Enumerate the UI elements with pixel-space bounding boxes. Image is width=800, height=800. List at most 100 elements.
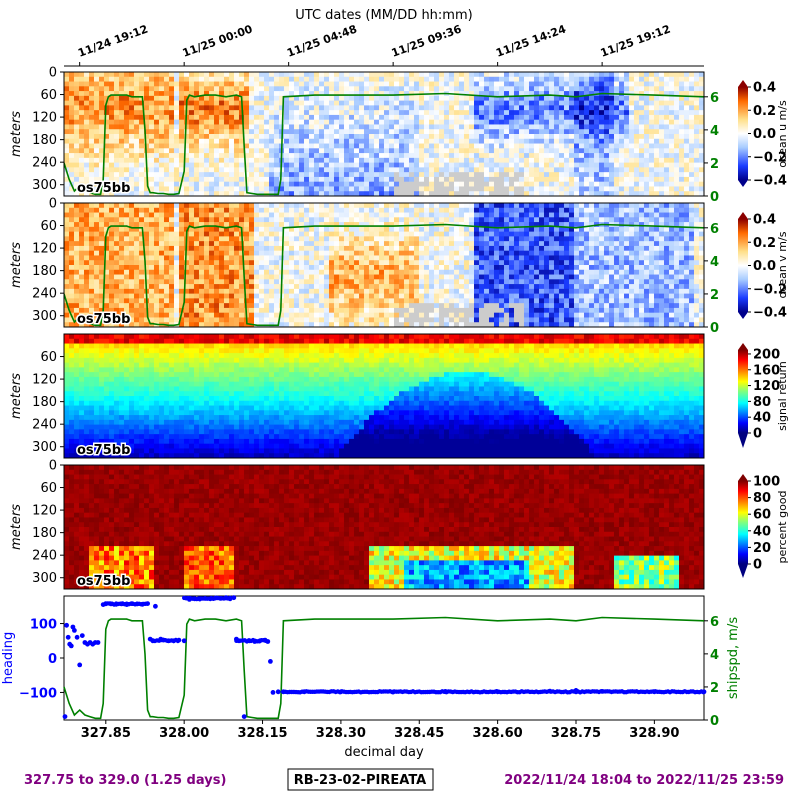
heatmap-cell — [174, 317, 180, 323]
heatmap-cell — [169, 298, 175, 304]
heatmap-cell — [509, 134, 515, 140]
heatmap-cell — [379, 172, 385, 178]
heatmap-cell — [359, 191, 365, 197]
heatmap-cell — [209, 298, 215, 304]
heatmap-cell — [569, 153, 575, 159]
heatmap-cell — [514, 91, 520, 97]
heatmap-cell — [154, 222, 160, 228]
heatmap-cell — [314, 274, 320, 280]
heatmap-cell — [369, 119, 375, 125]
heatmap-cell — [304, 241, 310, 247]
heatmap-cell — [329, 148, 335, 154]
heatmap-cell — [439, 81, 445, 87]
heatmap-cell — [194, 162, 200, 168]
heatmap-cell — [664, 114, 670, 121]
heatmap-cell — [534, 76, 540, 82]
heatmap-cell — [229, 317, 235, 323]
heatmap-cell — [444, 191, 450, 197]
heatmap-cell — [119, 191, 125, 197]
heatmap-cell — [149, 91, 155, 97]
heatmap-cell — [499, 129, 505, 135]
heatmap-cell — [514, 105, 520, 111]
heatmap-cell — [139, 148, 145, 154]
heatmap-cell — [104, 172, 110, 178]
heatmap-cell — [344, 288, 350, 295]
heatmap-cell — [244, 124, 250, 130]
heatmap-cell — [264, 129, 270, 135]
heatmap-cell — [349, 105, 355, 111]
heatmap-cell — [539, 72, 545, 78]
heatmap-cell — [339, 269, 345, 275]
heatmap-cell — [649, 114, 655, 121]
heatmap-cell — [609, 86, 615, 92]
heatmap-cell — [64, 236, 70, 242]
heatmap-cell — [134, 279, 140, 285]
heatmap-cell — [324, 143, 330, 149]
heatmap-cell — [259, 217, 265, 223]
heatmap-cell — [99, 307, 105, 314]
heatmap-cell — [89, 255, 95, 261]
heatmap-cell — [199, 250, 205, 256]
heatmap-cell — [199, 114, 205, 121]
heatmap-cell — [199, 274, 205, 280]
heatmap-cell — [109, 162, 115, 168]
heatmap-cell — [284, 119, 290, 125]
heatmap-cell — [134, 129, 140, 135]
heatmap-cell — [584, 91, 590, 97]
heatmap-cell — [279, 245, 285, 252]
heatmap-cell — [474, 176, 480, 183]
top-date-tick-label: 11/25 00:00 — [181, 22, 255, 59]
heatmap-cell — [144, 265, 150, 271]
heatmap-cell — [244, 72, 250, 78]
heatmap-cell — [214, 307, 220, 314]
heatmap-cell — [324, 191, 330, 197]
heatmap-cell — [679, 186, 685, 192]
heatmap-cell — [309, 72, 315, 78]
heatmap-cell — [439, 172, 445, 178]
heatmap-cell — [209, 322, 215, 328]
heatmap-cell — [159, 181, 165, 187]
heatmap-cell — [449, 119, 455, 125]
heatmap-cell — [459, 105, 465, 111]
heatmap-cell — [344, 167, 350, 173]
heatmap-cell — [634, 157, 640, 164]
heatmap-cell — [69, 86, 75, 92]
heatmap-cell — [699, 167, 705, 173]
heatmap-cell — [344, 110, 350, 116]
heatmap-cell — [649, 91, 655, 97]
heatmap-cell — [94, 124, 100, 130]
heatmap-cell — [429, 81, 435, 87]
heatmap-cell — [224, 212, 230, 218]
heatmap-cell — [469, 157, 475, 164]
heatmap-cell — [134, 207, 140, 213]
heatmap-cell — [69, 157, 75, 164]
heatmap-cell — [164, 274, 170, 280]
heatmap-cell — [219, 100, 225, 106]
heatmap-cell — [154, 207, 160, 213]
heatmap-cell — [324, 317, 330, 323]
heatmap-cell — [129, 124, 135, 130]
heatmap-cell — [224, 255, 230, 261]
heatmap-cell — [539, 191, 545, 197]
heatmap-cell — [679, 134, 685, 140]
heatmap-cell — [64, 176, 70, 183]
heatmap-cell — [574, 138, 580, 144]
heatmap-cell — [679, 110, 685, 116]
heatmap-cell — [169, 134, 175, 140]
heatmap-cell — [349, 250, 355, 256]
heatmap-cell — [454, 157, 460, 164]
heatmap-cell — [439, 129, 445, 135]
heatmap-cell — [189, 317, 195, 323]
heatmap-cell — [444, 162, 450, 168]
heatmap-cell — [344, 143, 350, 149]
heatmap-cell — [239, 217, 245, 223]
heatmap-cell — [334, 143, 340, 149]
heatmap-cell — [169, 100, 175, 106]
heatmap-cell — [664, 172, 670, 178]
heatmap-cell — [189, 303, 195, 309]
heatmap-cell — [524, 162, 530, 168]
heatmap-cell — [589, 153, 595, 159]
heatmap-cell — [349, 217, 355, 223]
heatmap-cell — [189, 186, 195, 192]
heatmap-cell — [119, 298, 125, 304]
